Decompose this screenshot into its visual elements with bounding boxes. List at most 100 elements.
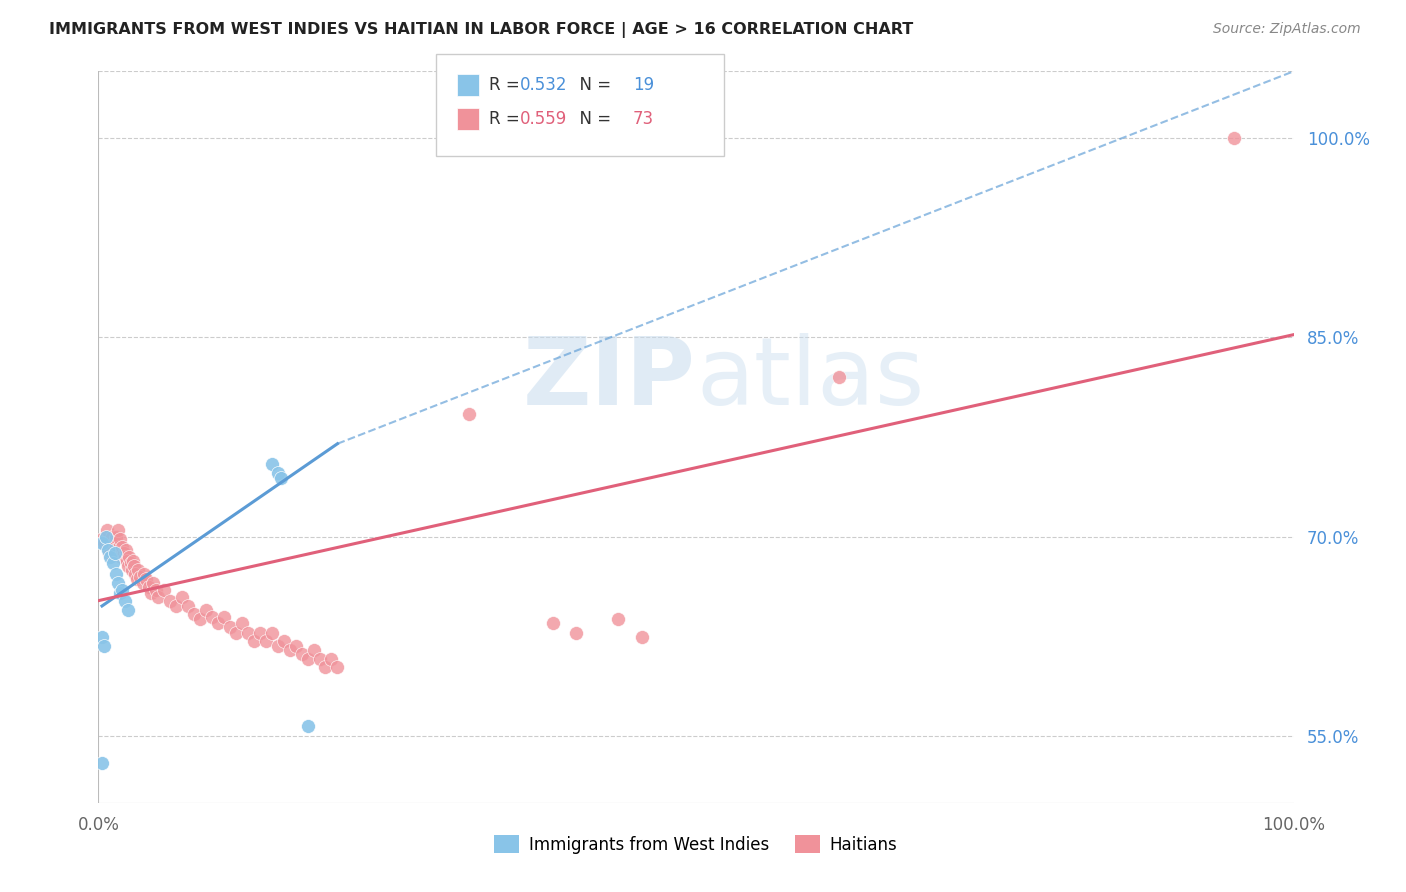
Point: [159, 593, 181, 607]
Point: [107, 523, 129, 537]
Point: [165, 599, 187, 613]
Point: [273, 633, 295, 648]
Point: [260, 625, 283, 640]
Point: [148, 590, 170, 604]
Point: [254, 633, 277, 648]
Point: [127, 563, 149, 577]
Point: [236, 625, 259, 640]
Point: [270, 471, 292, 485]
Point: [118, 549, 141, 564]
Point: [93, 639, 115, 653]
Point: [103, 546, 125, 560]
Point: [458, 408, 481, 422]
Point: [219, 620, 242, 634]
Point: [1223, 131, 1246, 145]
Point: [115, 543, 138, 558]
Point: [207, 616, 229, 631]
Point: [225, 625, 247, 640]
Legend: Immigrants from West Indies, Haitians: Immigrants from West Indies, Haitians: [488, 829, 904, 860]
Point: [129, 570, 152, 584]
Point: [108, 533, 131, 547]
Point: [302, 643, 325, 657]
Point: [91, 533, 114, 547]
Point: [153, 582, 176, 597]
Point: [201, 609, 224, 624]
Point: [91, 536, 114, 550]
Point: [105, 530, 128, 544]
Point: [132, 567, 155, 582]
Point: [121, 563, 143, 577]
Point: [111, 541, 134, 555]
Text: 0.532: 0.532: [520, 76, 568, 94]
Point: [315, 660, 337, 674]
Point: [125, 573, 148, 587]
Text: R =: R =: [489, 110, 526, 128]
Point: [115, 554, 138, 568]
Point: [828, 370, 851, 384]
Point: [183, 607, 205, 621]
Point: [91, 630, 114, 644]
Text: 0.559: 0.559: [520, 110, 568, 128]
Point: [326, 660, 349, 674]
Point: [297, 719, 319, 733]
Point: [105, 567, 128, 582]
Point: [145, 582, 167, 597]
Point: [267, 466, 290, 480]
Point: [120, 557, 142, 571]
Point: [249, 625, 271, 640]
Text: Source: ZipAtlas.com: Source: ZipAtlas.com: [1213, 22, 1361, 37]
Point: [100, 530, 122, 544]
Point: [607, 612, 630, 626]
Point: [107, 576, 129, 591]
Text: IMMIGRANTS FROM WEST INDIES VS HAITIAN IN LABOR FORCE | AGE > 16 CORRELATION CHA: IMMIGRANTS FROM WEST INDIES VS HAITIAN I…: [49, 22, 914, 38]
Text: R =: R =: [489, 76, 526, 94]
Text: 73: 73: [633, 110, 654, 128]
Point: [114, 549, 136, 564]
Point: [101, 557, 124, 571]
Y-axis label: In Labor Force | Age > 16: In Labor Force | Age > 16: [0, 340, 8, 534]
Text: ZIP: ZIP: [523, 333, 696, 425]
Point: [142, 576, 165, 591]
Point: [110, 549, 132, 564]
Text: N =: N =: [569, 110, 617, 128]
Point: [278, 643, 301, 657]
Point: [139, 585, 162, 599]
Point: [94, 530, 117, 544]
Point: [108, 585, 131, 599]
Point: [195, 603, 218, 617]
Point: [135, 573, 157, 587]
Text: atlas: atlas: [696, 333, 924, 425]
Point: [631, 630, 654, 644]
Point: [138, 580, 160, 594]
Point: [212, 609, 235, 624]
Point: [284, 639, 307, 653]
Point: [94, 530, 117, 544]
Point: [117, 603, 139, 617]
Point: [97, 541, 120, 555]
Point: [231, 616, 253, 631]
Point: [104, 536, 127, 550]
Point: [188, 612, 211, 626]
Point: [321, 652, 343, 666]
Point: [267, 639, 290, 653]
Point: [112, 546, 135, 560]
Point: [260, 457, 283, 471]
Point: [97, 543, 120, 558]
Point: [541, 616, 564, 631]
Point: [93, 536, 115, 550]
Point: [107, 541, 129, 555]
Point: [96, 523, 118, 537]
Text: N =: N =: [569, 76, 617, 94]
Point: [98, 546, 121, 560]
Point: [111, 582, 134, 597]
Point: [101, 541, 124, 555]
Point: [104, 546, 127, 560]
Point: [172, 590, 194, 604]
Point: [565, 625, 588, 640]
Point: [124, 559, 146, 574]
Point: [308, 652, 330, 666]
Point: [114, 593, 136, 607]
Point: [131, 576, 153, 591]
Point: [117, 559, 139, 574]
Point: [291, 647, 314, 661]
